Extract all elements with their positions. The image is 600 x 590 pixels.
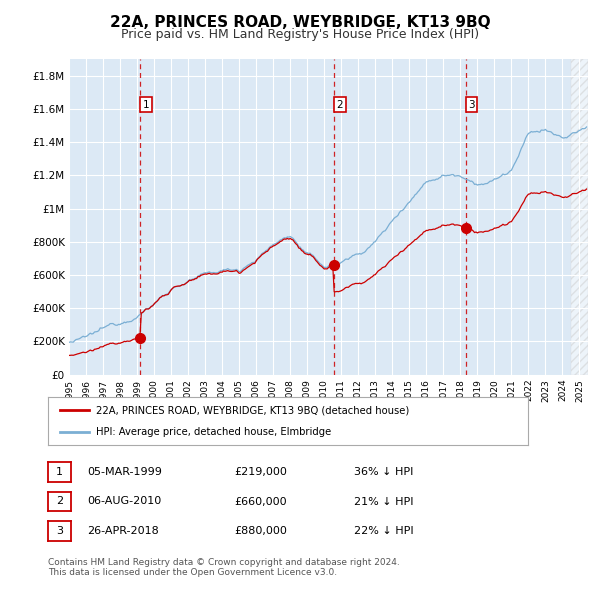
- Text: 3: 3: [56, 526, 63, 536]
- Text: 21% ↓ HPI: 21% ↓ HPI: [354, 497, 413, 506]
- Text: £880,000: £880,000: [234, 526, 287, 536]
- Text: 3: 3: [468, 100, 475, 110]
- Text: HPI: Average price, detached house, Elmbridge: HPI: Average price, detached house, Elmb…: [96, 427, 331, 437]
- Text: £219,000: £219,000: [234, 467, 287, 477]
- Text: 1: 1: [56, 467, 63, 477]
- Text: 1: 1: [143, 100, 149, 110]
- Text: 36% ↓ HPI: 36% ↓ HPI: [354, 467, 413, 477]
- Text: 22A, PRINCES ROAD, WEYBRIDGE, KT13 9BQ: 22A, PRINCES ROAD, WEYBRIDGE, KT13 9BQ: [110, 15, 490, 30]
- Text: 22A, PRINCES ROAD, WEYBRIDGE, KT13 9BQ (detached house): 22A, PRINCES ROAD, WEYBRIDGE, KT13 9BQ (…: [96, 405, 409, 415]
- Text: 06-AUG-2010: 06-AUG-2010: [87, 497, 161, 506]
- Text: 2: 2: [337, 100, 343, 110]
- Text: 05-MAR-1999: 05-MAR-1999: [87, 467, 162, 477]
- Text: 26-APR-2018: 26-APR-2018: [87, 526, 159, 536]
- Text: Price paid vs. HM Land Registry's House Price Index (HPI): Price paid vs. HM Land Registry's House …: [121, 28, 479, 41]
- Bar: [571, 59, 588, 375]
- Text: 22% ↓ HPI: 22% ↓ HPI: [354, 526, 413, 536]
- Text: Contains HM Land Registry data © Crown copyright and database right 2024.
This d: Contains HM Land Registry data © Crown c…: [48, 558, 400, 577]
- Text: £660,000: £660,000: [234, 497, 287, 506]
- Text: 2: 2: [56, 497, 63, 506]
